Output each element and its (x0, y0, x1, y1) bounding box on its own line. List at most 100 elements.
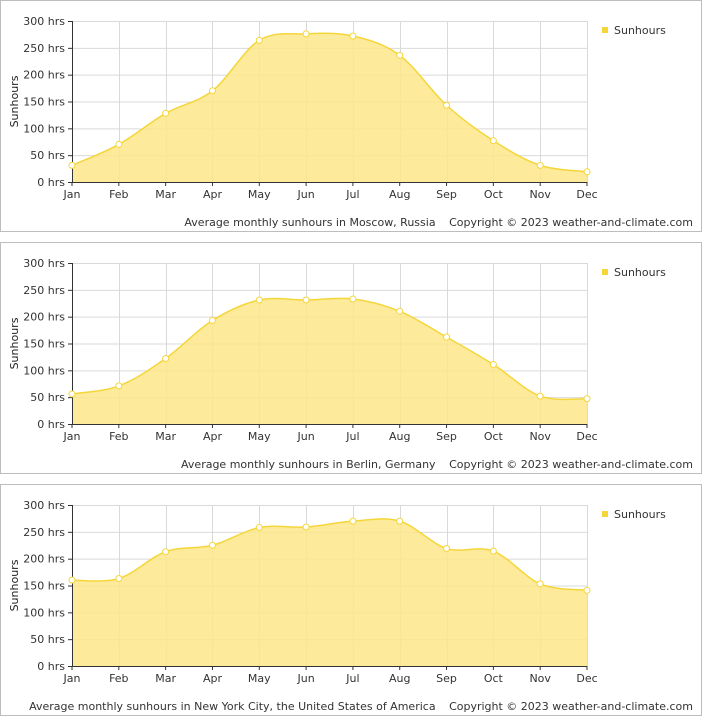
data-point[interactable] (396, 51, 404, 59)
x-tick-label: Aug (389, 430, 410, 443)
area-fill (72, 33, 587, 183)
y-tick-label: 250 hrs (23, 284, 65, 297)
y-tick-label: 50 hrs (30, 149, 65, 162)
data-point[interactable] (255, 36, 263, 44)
chart-panel-berlin: 0 hrs 50 hrs 100 hrs 150 hrs 200 hrs 250 hrs 3… (0, 242, 702, 474)
data-point[interactable] (443, 544, 451, 552)
data-point[interactable] (302, 30, 310, 38)
y-tick-label: 300 hrs (23, 257, 65, 270)
x-tick-label: Jan (63, 430, 81, 443)
chart-footer: Average monthly sunhours in Moscow, Russ… (174, 216, 693, 229)
y-tick-label: 0 hrs (37, 660, 65, 673)
data-point[interactable] (68, 576, 76, 584)
y-axis-label: Sunhours (8, 75, 21, 127)
y-tick-label: 200 hrs (23, 311, 65, 324)
series-line (71, 297, 588, 401)
copyright-text[interactable]: Copyright © 2023 weather-and-climate.com (449, 700, 693, 713)
chart-berlin: 0 hrs 50 hrs 100 hrs 150 hrs 200 hrs 250 hrs 3… (8, 257, 666, 443)
data-point[interactable] (349, 32, 357, 40)
data-point[interactable] (162, 355, 170, 363)
y-tick-label: 300 hrs (23, 15, 65, 28)
data-point[interactable] (115, 140, 123, 148)
data-point[interactable] (583, 395, 591, 403)
y-tick-label: 150 hrs (23, 96, 65, 109)
data-point[interactable] (208, 316, 216, 324)
data-point[interactable] (349, 517, 357, 525)
data-point[interactable] (349, 295, 357, 303)
x-tick-label: Jul (345, 430, 359, 443)
data-point[interactable] (583, 168, 591, 176)
x-tick-label: Apr (203, 672, 223, 685)
data-point[interactable] (68, 390, 76, 398)
data-point[interactable] (115, 382, 123, 390)
data-point[interactable] (255, 524, 263, 532)
data-point[interactable] (536, 392, 544, 400)
data-point[interactable] (162, 109, 170, 117)
legend[interactable]: Sunhours (602, 266, 666, 279)
data-point[interactable] (443, 101, 451, 109)
data-point[interactable] (536, 161, 544, 169)
legend-swatch (602, 511, 608, 517)
data-point[interactable] (115, 575, 123, 583)
x-tick-label: Feb (109, 672, 128, 685)
x-tick-label: May (248, 430, 271, 443)
data-point[interactable] (208, 541, 216, 549)
y-tick-label: 200 hrs (23, 69, 65, 82)
y-tick-label: 250 hrs (23, 526, 65, 539)
x-tick-label: Dec (576, 188, 597, 201)
data-point[interactable] (396, 307, 404, 315)
data-point[interactable] (489, 360, 497, 368)
data-point[interactable] (443, 333, 451, 341)
legend-label: Sunhours (614, 24, 666, 37)
legend-label: Sunhours (614, 266, 666, 279)
legend-swatch (602, 269, 608, 275)
data-point[interactable] (536, 580, 544, 588)
y-tick-label: 50 hrs (30, 391, 65, 404)
data-point[interactable] (489, 137, 497, 145)
chart-panel-new-york: 0 hrs 50 hrs 100 hrs 150 hrs 200 hrs 250 hrs 3… (0, 484, 702, 716)
copyright-text[interactable]: Copyright © 2023 weather-and-climate.com (449, 458, 693, 471)
data-point[interactable] (68, 161, 76, 169)
x-tick-label: Oct (484, 430, 504, 443)
area-fill (72, 518, 587, 666)
x-tick-label: Aug (389, 188, 410, 201)
y-tick-label: 150 hrs (23, 338, 65, 351)
copyright-text[interactable]: Copyright © 2023 weather-and-climate.com (449, 216, 693, 229)
y-tick-label: 0 hrs (37, 418, 65, 431)
data-point[interactable] (489, 547, 497, 555)
y-tick-label: 200 hrs (23, 553, 65, 566)
x-tick-label: Dec (576, 672, 597, 685)
y-tick-label: 50 hrs (30, 633, 65, 646)
x-tick-label: Jan (63, 188, 81, 201)
x-tick-label: Aug (389, 672, 410, 685)
x-tick-label: Nov (529, 430, 551, 443)
y-tick-label: 0 hrs (37, 176, 65, 189)
data-point[interactable] (396, 517, 404, 525)
legend-label: Sunhours (614, 508, 666, 521)
x-tick-label: May (248, 188, 271, 201)
data-point[interactable] (208, 87, 216, 95)
x-tick-label: Oct (484, 188, 504, 201)
x-tick-label: Apr (203, 188, 223, 201)
data-point[interactable] (302, 296, 310, 304)
data-point[interactable] (583, 586, 591, 594)
data-point[interactable] (255, 296, 263, 304)
x-tick-label: Sep (436, 188, 457, 201)
data-point[interactable] (302, 523, 310, 531)
x-tick-label: Mar (155, 672, 176, 685)
x-tick-label: Dec (576, 430, 597, 443)
chart-caption: Average monthly sunhours in Berlin, Germ… (181, 458, 436, 471)
x-tick-label: Nov (529, 188, 551, 201)
x-tick-label: Nov (529, 672, 551, 685)
y-tick-label: 100 hrs (23, 606, 65, 619)
chart-caption: Average monthly sunhours in New York Cit… (29, 700, 436, 713)
x-tick-label: Jun (296, 430, 314, 443)
x-tick-label: Feb (109, 430, 128, 443)
chart-panel-moscow: 0 hrs 50 hrs 100 hrs 150 hrs 200 hrs 250 hrs 3… (0, 0, 702, 232)
legend[interactable]: Sunhours (602, 508, 666, 521)
chart-footer: Average monthly sunhours in Berlin, Germ… (171, 458, 693, 471)
y-tick-label: 300 hrs (23, 499, 65, 512)
y-axis-label: Sunhours (8, 317, 21, 369)
data-point[interactable] (162, 548, 170, 556)
legend[interactable]: Sunhours (602, 24, 666, 37)
